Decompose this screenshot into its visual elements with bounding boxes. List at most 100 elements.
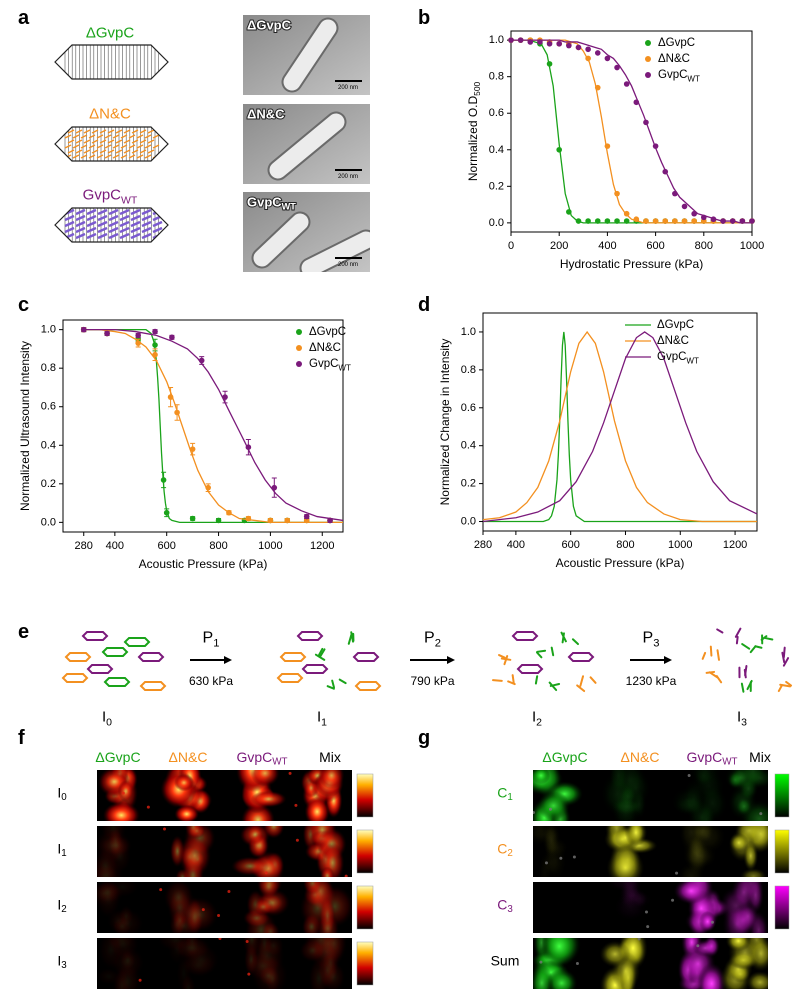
speckle — [294, 803, 298, 807]
vesicle — [567, 652, 595, 662]
signal-blob — [250, 770, 280, 787]
broken-vesicle — [536, 649, 547, 653]
y-tick-label: 0.2 — [461, 478, 476, 490]
plot-frame — [482, 312, 758, 532]
column-header: ΔN&C — [169, 749, 208, 765]
gvpc-dash — [80, 134, 88, 139]
gvpc-dash — [104, 134, 112, 139]
column-header: Mix — [749, 749, 771, 765]
legend-label: ΔGvpC — [657, 319, 694, 331]
broken-vesicle — [764, 637, 774, 641]
gvpc-dash — [131, 149, 139, 154]
gvpc-dash — [136, 144, 144, 149]
signal-blob — [244, 943, 259, 976]
data-point — [604, 143, 611, 149]
x-tick-label: 800 — [209, 540, 227, 552]
data-point — [710, 216, 717, 223]
fit-line — [83, 328, 343, 524]
signal-blob — [252, 898, 274, 916]
signal-blob — [261, 921, 280, 933]
colorbar — [356, 941, 374, 986]
data-point — [215, 517, 222, 524]
speckle — [548, 807, 552, 811]
broken-vesicle — [782, 646, 786, 659]
gvpc-dash — [128, 134, 136, 139]
broken-vesicle — [734, 627, 742, 638]
signal-blob — [262, 938, 285, 957]
broken-vesicle — [741, 643, 751, 650]
data-point — [205, 484, 211, 491]
panel-letter: c — [18, 294, 29, 316]
x-tick-label: 400 — [106, 540, 124, 552]
signal-blob — [599, 940, 631, 968]
gvpc-dash — [130, 232, 141, 240]
y-tick-label: 0.8 — [41, 362, 56, 374]
vesicle-outline — [54, 126, 169, 162]
data-point — [284, 517, 291, 524]
gvpc-dash — [147, 139, 155, 144]
speckle — [138, 978, 142, 982]
gvpc-dash — [112, 154, 120, 159]
data-point — [566, 209, 572, 215]
data-point — [585, 55, 591, 62]
data-point — [566, 42, 572, 49]
schematic-fill — [64, 45, 159, 79]
data-line — [483, 331, 757, 523]
column-header-subscript: WT — [722, 756, 737, 767]
speckle — [245, 939, 249, 943]
gvpc-dash — [75, 214, 86, 222]
data-point — [226, 509, 232, 516]
broken-vesicle — [576, 684, 586, 693]
data-point — [152, 342, 158, 348]
gvpc-dash — [120, 134, 128, 139]
gvpc-dash — [97, 208, 108, 216]
broken-vesicle — [318, 647, 324, 657]
gvpc-dash — [83, 139, 91, 144]
legend-marker — [296, 361, 302, 367]
speckle — [637, 938, 641, 941]
data-point — [662, 218, 669, 224]
data-point — [662, 168, 669, 175]
gvpc-dash — [119, 232, 130, 240]
y-tick-label: 1.0 — [41, 324, 56, 336]
gvpc-dash — [72, 144, 80, 149]
gvpc-dash — [130, 220, 141, 228]
gvpc-dash — [139, 129, 147, 134]
signal-blob — [97, 864, 120, 877]
fit-line — [511, 39, 752, 224]
pressure-step-label-subscript: 2 — [435, 638, 441, 650]
vesicle — [354, 681, 382, 691]
gvpc-dash — [67, 129, 75, 134]
legend-label: ΔGvpC — [309, 326, 346, 338]
x-axis-label: Hydrostatic Pressure (kPa) — [560, 257, 703, 271]
pressure-value: 1230 kPa — [626, 674, 677, 688]
y-tick-label: 0.2 — [41, 478, 56, 490]
legend-marker — [645, 56, 651, 62]
data-point — [327, 517, 333, 524]
broken-vesicle — [550, 646, 555, 657]
vesicle — [139, 681, 167, 691]
fit-line — [511, 39, 752, 224]
pressure-value: 630 kPa — [189, 674, 233, 688]
gvpc-dash — [119, 220, 130, 228]
signal-blob — [299, 886, 336, 930]
signal-blob — [257, 882, 280, 899]
data-point — [575, 44, 582, 51]
legend-label-subscript: WT — [687, 75, 700, 84]
signal-blob — [110, 946, 145, 979]
broken-vesicle — [331, 679, 336, 689]
plot-frame — [510, 30, 753, 233]
gvpc-dash — [107, 149, 115, 154]
gvpc-dash — [88, 134, 96, 139]
gvpc-dash — [104, 144, 112, 149]
gvpc-dash — [97, 226, 108, 234]
gvpc-dash — [99, 129, 107, 134]
gvpc-dash — [64, 226, 75, 234]
gvpc-dash — [99, 139, 107, 144]
x-tick-label: 600 — [646, 240, 664, 252]
colorbar — [356, 829, 374, 874]
broken-vesicle — [785, 680, 793, 687]
gvpc-dash — [86, 208, 97, 216]
signal-blob — [684, 843, 717, 869]
signal-blob — [541, 938, 578, 968]
